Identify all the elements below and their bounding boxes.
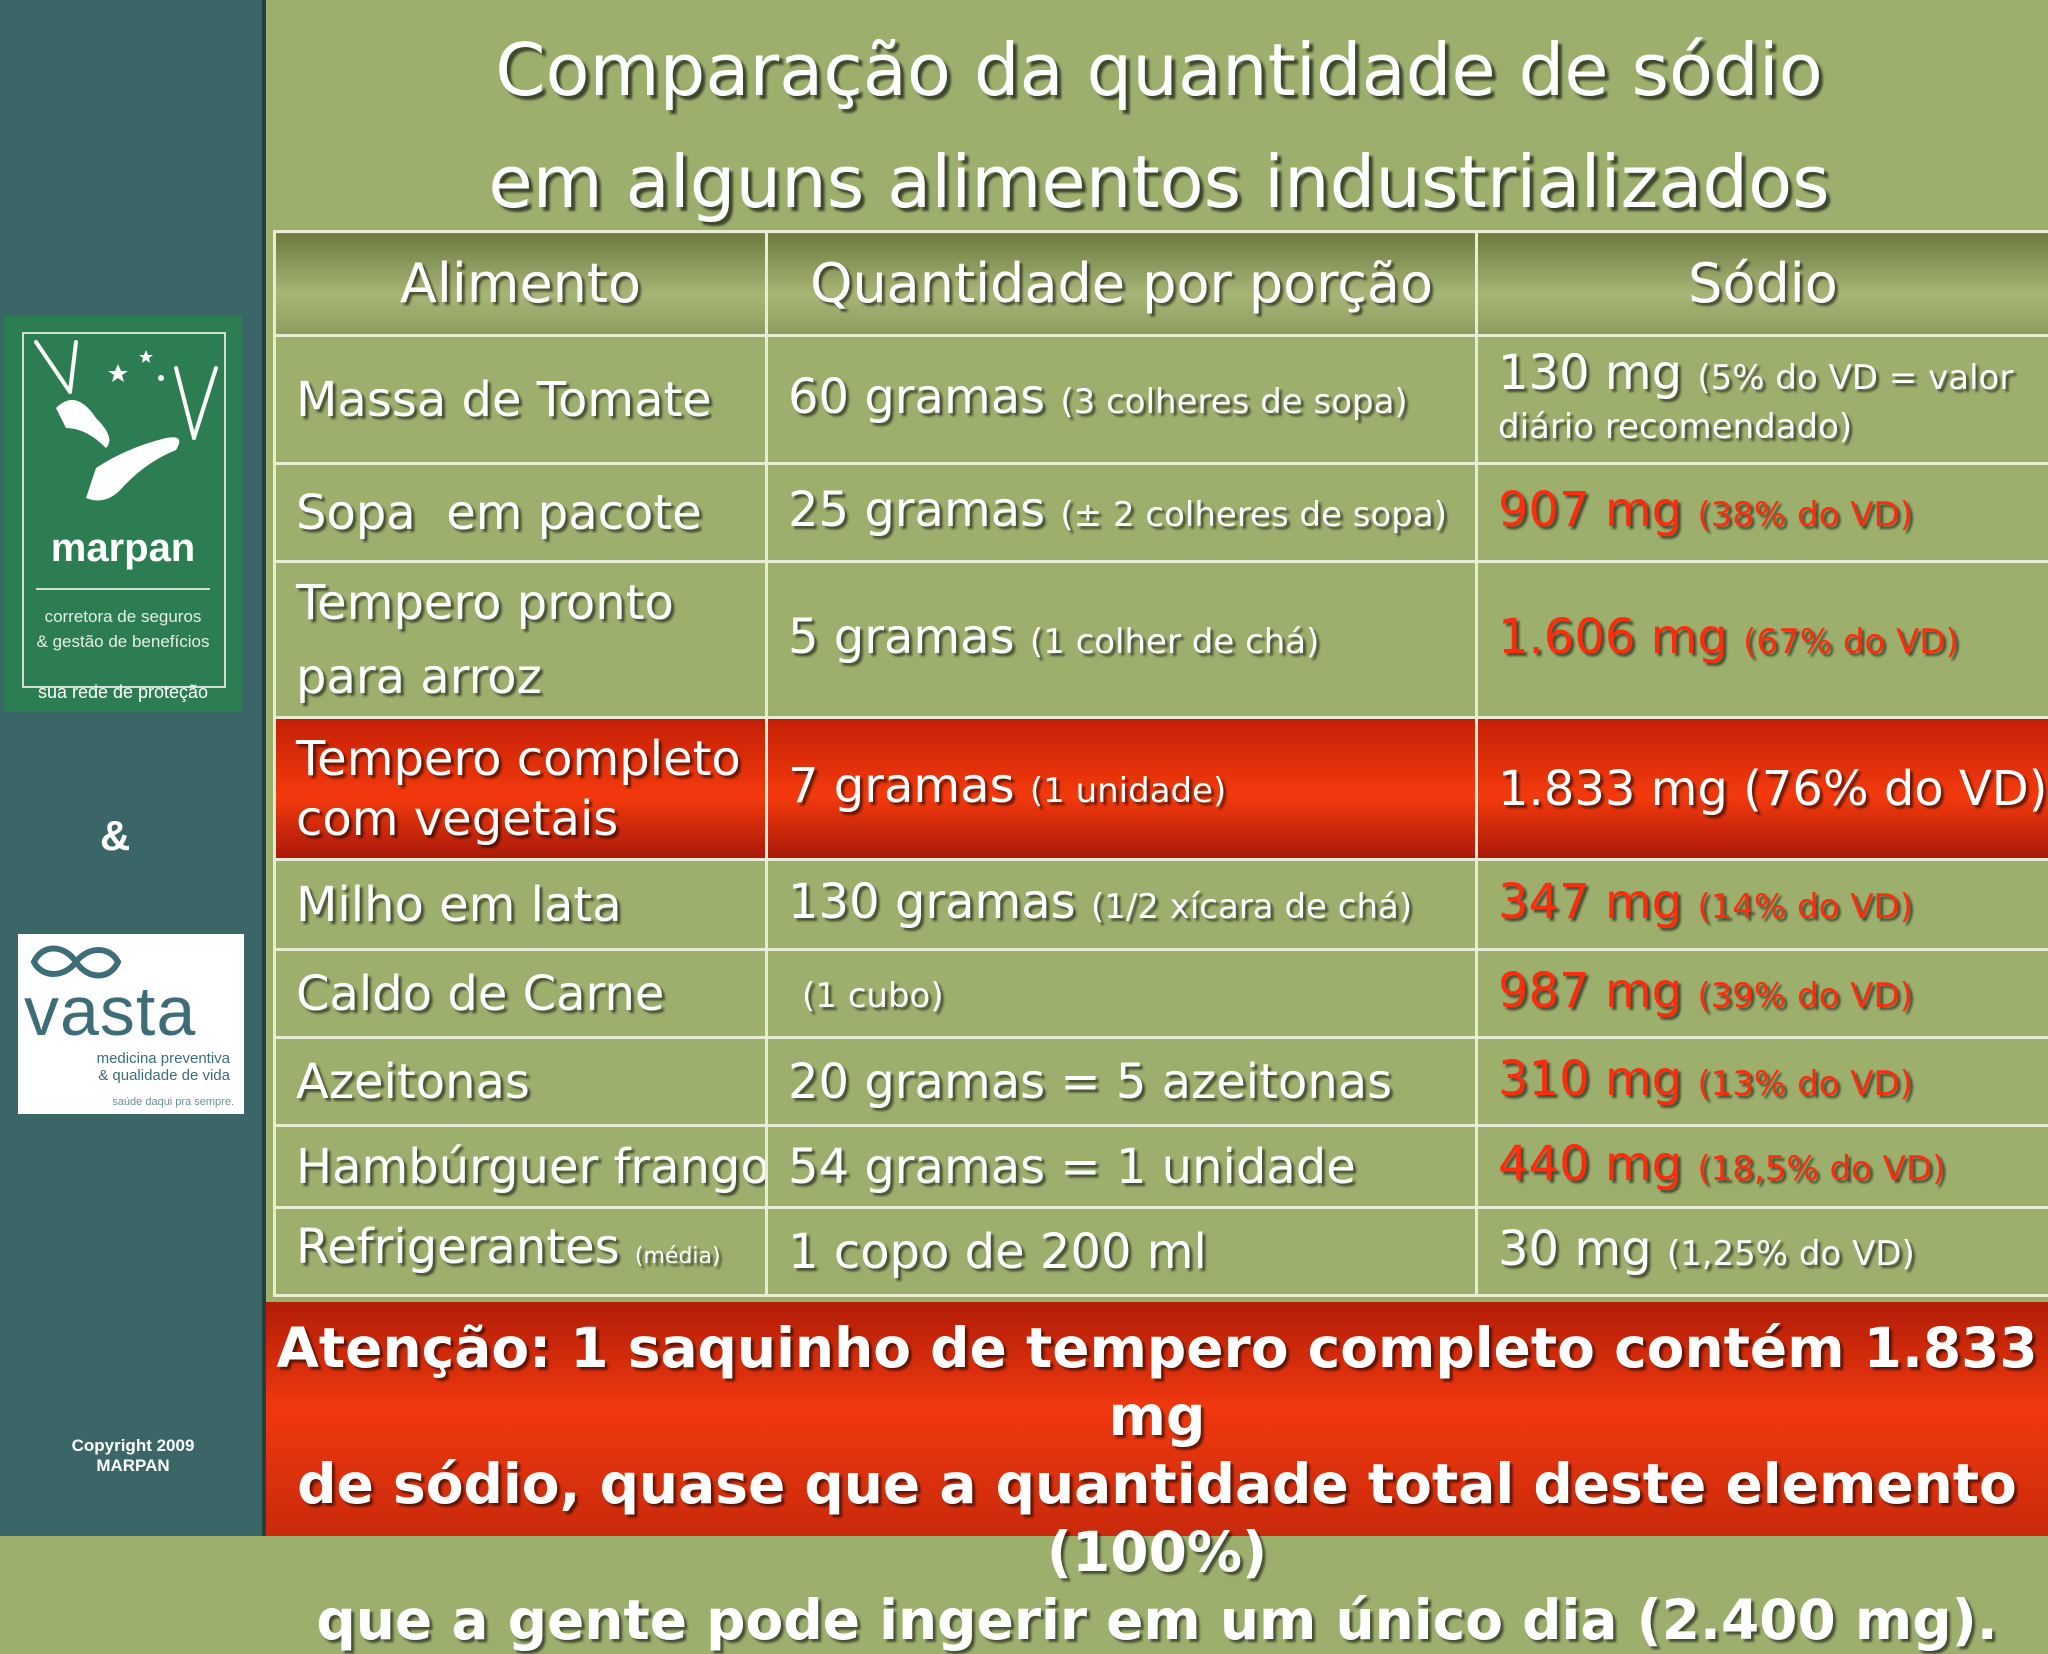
sodium-table: Alimento Quantidade por porção Sódio Mas… [273,230,2048,1297]
food-cell: Refrigerantes (média) [275,1208,767,1296]
column-header-food: Alimento [275,232,767,336]
sodium-value: 310 mg [1498,1051,1682,1107]
sodium-value: 440 mg [1498,1136,1682,1192]
marpan-subtitle-line2: & gestão de benefícios [4,629,242,654]
quantity-note: (± 2 colheres de sopa) [1060,495,1447,535]
quantity-value: 25 gramas [788,482,1045,538]
food-cell: Tempero completo com vegetais [275,718,767,860]
sodium-cell: 347 mg (14% do VD) [1477,860,2048,950]
food-value: Refrigerantes [296,1219,620,1275]
quantity-note: (3 colheres de sopa) [1060,382,1407,422]
sodium-note: (38% do VD) [1697,495,1913,535]
sodium-value: 130 mg [1498,345,1682,401]
quantity-note: (1 cubo) [802,976,944,1016]
food-cell: Massa de Tomate [275,336,767,464]
attention-note: Atenção: 1 saquinho de tempero completo … [266,1302,2048,1536]
food-cell: Caldo de Carne [275,950,767,1038]
attention-line2: de sódio, quase que a quantidade total d… [266,1450,2048,1586]
marpan-subtitle-line1: corretora de seguros [4,604,242,629]
table-header-row: Alimento Quantidade por porção Sódio [275,232,2048,336]
vasta-subtitle-line2: & qualidade de vida [97,1067,230,1084]
table-row: Caldo de Carne (1 cubo) 987 mg (39% do V… [275,950,2048,1038]
vasta-tagline: saúde daqui pra sempre. [112,1096,234,1108]
quantity-value: 5 gramas [788,609,1015,665]
table-row-highlighted: Tempero completo com vegetais 7 gramas (… [275,718,2048,860]
sodium-cell: 310 mg (13% do VD) [1477,1038,2048,1126]
quantity-note: (1 unidade) [1030,771,1226,811]
sodium-value: 1.606 mg [1498,609,1728,665]
column-header-quantity: Quantidade por porção [767,232,1477,336]
quantity-cell: 54 gramas = 1 unidade [767,1126,1477,1208]
quantity-cell: 7 gramas (1 unidade) [767,718,1477,860]
quantity-cell: 60 gramas (3 colheres de sopa) [767,336,1477,464]
sodium-value: 987 mg [1498,963,1682,1019]
sidebar: marpan corretora de seguros & gestão de … [0,0,266,1536]
quantity-value: 60 gramas [788,369,1045,425]
table-row: Tempero pronto para arroz 5 gramas (1 co… [275,562,2048,718]
food-cell: Milho em lata [275,860,767,950]
marpan-tagline: sua rede de proteção [4,682,242,703]
vasta-subtitle-line1: medicina preventiva [97,1050,230,1067]
food-cell: Tempero pronto para arroz [275,562,767,718]
quantity-cell: 25 gramas (± 2 colheres de sopa) [767,464,1477,562]
marpan-brand-name: marpan [4,526,242,571]
sodium-note: (18,5% do VD) [1697,1149,1945,1189]
quantity-cell: 130 gramas (1/2 xícara de chá) [767,860,1477,950]
table-row: Milho em lata 130 gramas (1/2 xícara de … [275,860,2048,950]
quantity-cell: 20 gramas = 5 azeitonas [767,1038,1477,1126]
quantity-note: (1/2 xícara de chá) [1091,887,1412,927]
title-line2: em alguns alimentos industrializados [274,126,2044,238]
sodium-cell: 987 mg (39% do VD) [1477,950,2048,1038]
quantity-cell: 1 copo de 200 ml [767,1208,1477,1296]
column-header-sodium: Sódio [1477,232,2048,336]
attention-line1: Atenção: 1 saquinho de tempero completo … [266,1314,2048,1450]
table-row: Sopa em pacote 25 gramas (± 2 colheres d… [275,464,2048,562]
copyright-line2: MARPAN [0,1456,266,1476]
quantity-cell: (1 cubo) [767,950,1477,1038]
copyright-line1: Copyright 2009 [0,1436,266,1456]
sodium-cell: 1.606 mg (67% do VD) [1477,562,2048,718]
food-note: (média) [635,1244,721,1269]
table-row: Massa de Tomate 60 gramas (3 colheres de… [275,336,2048,464]
table-row: Hambúrguer frango 54 gramas = 1 unidade … [275,1126,2048,1208]
vasta-logo: vasta medicina preventiva & qualidade de… [18,934,244,1114]
sodium-note: (67% do VD) [1743,622,1959,662]
marpan-logo: marpan corretora de seguros & gestão de … [4,316,242,712]
quantity-note: (1 colher de chá) [1030,622,1320,662]
copyright: Copyright 2009 MARPAN [0,1436,266,1476]
quantity-value: 130 gramas [788,874,1076,930]
sodium-value: 907 mg [1498,482,1682,538]
table-row: Azeitonas 20 gramas = 5 azeitonas 310 mg… [275,1038,2048,1126]
food-cell: Hambúrguer frango [275,1126,767,1208]
vasta-brand-name: vasta [24,976,196,1046]
sodium-cell: 130 mg (5% do VD = valor diário recomend… [1477,336,2048,464]
attention-line3: que a gente pode ingerir em um único dia… [266,1586,2048,1654]
quantity-cell: 5 gramas (1 colher de chá) [767,562,1477,718]
food-cell: Azeitonas [275,1038,767,1126]
sodium-cell: 1.833 mg (76% do VD) [1477,718,2048,860]
sodium-cell: 30 mg (1,25% do VD) [1477,1208,2048,1296]
ampersand: & [100,812,130,860]
quantity-value: 7 gramas [788,758,1015,814]
sodium-cell: 440 mg (18,5% do VD) [1477,1126,2048,1208]
sodium-cell: 907 mg (38% do VD) [1477,464,2048,562]
sodium-note: (13% do VD) [1697,1064,1913,1104]
trapeze-artists-icon [26,338,222,518]
marpan-subtitle: corretora de seguros & gestão de benefíc… [4,604,242,654]
sodium-note: (39% do VD) [1697,976,1913,1016]
vasta-subtitle: medicina preventiva & qualidade de vida [97,1050,230,1084]
food-cell: Sopa em pacote [275,464,767,562]
marpan-divider [36,588,210,590]
sodium-value: 30 mg [1498,1221,1652,1277]
sodium-value: 347 mg [1498,874,1682,930]
table-row: Refrigerantes (média) 1 copo de 200 ml 3… [275,1208,2048,1296]
title-line1: Comparação da quantidade de sódio [274,14,2044,126]
sodium-note: (14% do VD) [1697,887,1913,927]
page-title: Comparação da quantidade de sódio em alg… [274,14,2044,238]
sodium-note: (1,25% do VD) [1667,1234,1915,1274]
